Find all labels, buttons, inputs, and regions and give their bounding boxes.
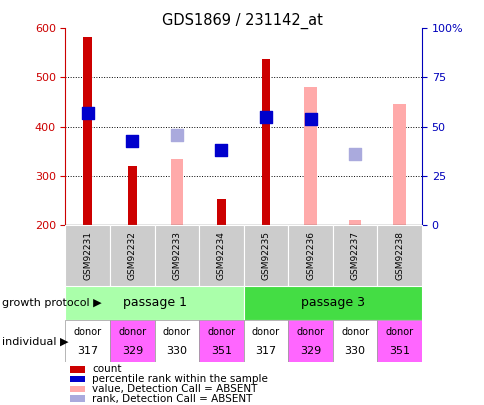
FancyBboxPatch shape: [110, 225, 154, 286]
Text: individual ▶: individual ▶: [2, 336, 69, 346]
FancyBboxPatch shape: [377, 225, 421, 286]
Bar: [170, 160, 183, 225]
FancyBboxPatch shape: [154, 225, 199, 286]
Text: 330: 330: [344, 345, 365, 356]
Bar: [217, 199, 225, 225]
Point: [173, 132, 181, 138]
Text: passage 3: passage 3: [300, 296, 364, 309]
Text: GSM92238: GSM92238: [394, 231, 403, 279]
Point: [84, 110, 91, 116]
FancyBboxPatch shape: [243, 320, 287, 362]
Text: 351: 351: [211, 345, 231, 356]
Text: GSM92234: GSM92234: [216, 231, 226, 279]
FancyBboxPatch shape: [243, 225, 287, 286]
Text: GSM92232: GSM92232: [128, 231, 136, 279]
FancyBboxPatch shape: [287, 225, 332, 286]
Text: donor: donor: [118, 327, 146, 337]
Bar: [83, 37, 92, 225]
Bar: [261, 59, 270, 225]
Text: rank, Detection Call = ABSENT: rank, Detection Call = ABSENT: [92, 394, 252, 403]
Text: 329: 329: [299, 345, 320, 356]
Text: growth protocol ▶: growth protocol ▶: [2, 298, 102, 308]
Bar: [303, 87, 316, 225]
Text: donor: donor: [340, 327, 368, 337]
Text: value, Detection Call = ABSENT: value, Detection Call = ABSENT: [92, 384, 257, 394]
Text: count: count: [92, 364, 121, 374]
FancyBboxPatch shape: [65, 286, 243, 320]
Bar: [128, 166, 136, 225]
Text: donor: donor: [163, 327, 191, 337]
Text: donor: donor: [296, 327, 324, 337]
FancyBboxPatch shape: [154, 320, 199, 362]
FancyBboxPatch shape: [377, 320, 421, 362]
Point: [217, 147, 225, 153]
FancyBboxPatch shape: [332, 320, 377, 362]
FancyBboxPatch shape: [243, 286, 421, 320]
Text: GSM92235: GSM92235: [261, 231, 270, 279]
FancyBboxPatch shape: [65, 320, 110, 362]
Bar: [393, 104, 405, 225]
Text: GSM92236: GSM92236: [305, 231, 315, 279]
Text: 317: 317: [255, 345, 276, 356]
Text: 329: 329: [121, 345, 143, 356]
Point: [306, 116, 314, 122]
Text: passage 1: passage 1: [122, 296, 186, 309]
Point: [261, 113, 269, 120]
Text: percentile rank within the sample: percentile rank within the sample: [92, 374, 268, 384]
Text: 351: 351: [388, 345, 409, 356]
Point: [350, 150, 358, 157]
Bar: [348, 220, 361, 225]
Point: [128, 138, 136, 145]
FancyBboxPatch shape: [287, 320, 332, 362]
Text: GSM92237: GSM92237: [350, 231, 359, 279]
Text: 330: 330: [166, 345, 187, 356]
Text: GSM92231: GSM92231: [83, 231, 92, 279]
Text: GSM92233: GSM92233: [172, 231, 181, 279]
FancyBboxPatch shape: [199, 225, 243, 286]
Text: donor: donor: [74, 327, 102, 337]
Text: 317: 317: [77, 345, 98, 356]
FancyBboxPatch shape: [199, 320, 243, 362]
Text: donor: donor: [251, 327, 279, 337]
FancyBboxPatch shape: [332, 225, 377, 286]
Text: donor: donor: [385, 327, 413, 337]
Text: GDS1869 / 231142_at: GDS1869 / 231142_at: [162, 13, 322, 29]
FancyBboxPatch shape: [65, 225, 110, 286]
FancyBboxPatch shape: [110, 320, 154, 362]
Text: donor: donor: [207, 327, 235, 337]
